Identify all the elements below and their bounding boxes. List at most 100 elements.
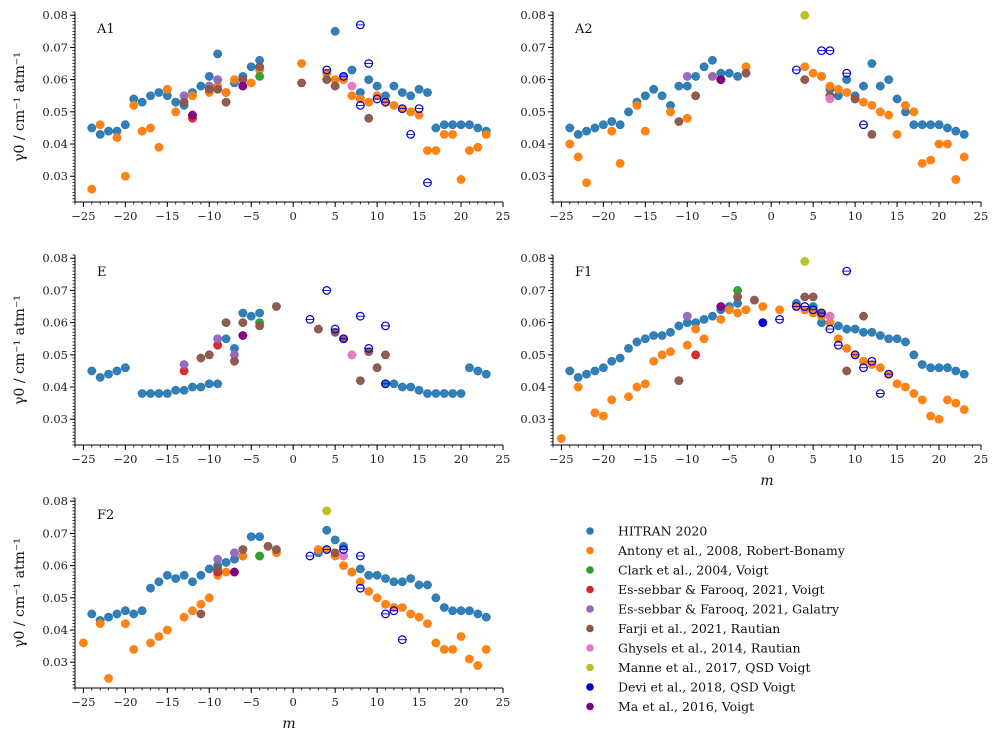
series-manne-et-al-2017-qsd-voigt [322,506,332,516]
x-tick-label: −25 [549,452,573,466]
x-tick-label: 5 [809,452,816,466]
y-tick-label: 0.05 [42,105,68,119]
series-devi-et-al-2018-qsd-voigt [305,286,391,389]
series-hitran-2020 [565,298,969,382]
series-manne-et-al-2017-qsd-voigt [800,10,810,20]
series-farji-et-al-2021-rautian [196,302,391,385]
y-axis-label: γ0 / cm⁻¹ atm⁻¹ [12,538,28,648]
x-tick-label: −10 [197,452,221,466]
x-tick-label: 5 [331,452,338,466]
y-tick-label: 0.04 [520,380,546,394]
panel-e: −25 −20 −15 −10 −5 0 5 10 15 20 25 0.03 0.04 0.05 0.06… [12,251,510,466]
series-ghysels-et-al-2014-rautian [825,311,835,321]
y-tick-label: 0.05 [42,348,68,362]
x-tick-label: 0 [768,452,775,466]
y-tick-label: 0.06 [520,73,546,87]
panel-a1: −25 −20 −15 −10 −5 0 5 10 15 20 25 0.03 0.04 0.05 0.06… [12,8,510,223]
series-ma-et-al-2016-voigt [229,567,239,577]
y-tick-label: 0.04 [42,137,68,151]
x-tick-label: 5 [331,695,338,709]
y-tick-label: 0.07 [42,40,68,54]
x-tick-label: 20 [454,209,469,223]
y-tick-label: 0.06 [42,559,68,573]
series-ma-et-al-2016-voigt [716,302,726,311]
series-hitran-2020 [87,308,491,398]
y-tick-label: 0.08 [42,8,68,22]
x-tick-label: −20 [591,452,615,466]
x-tick-label: 0 [768,209,775,223]
x-tick-label: −15 [633,452,657,466]
y-tick-label: 0.08 [520,251,546,265]
y-tick-label: 0.04 [42,623,68,637]
panel-f1: −25 −20 −15 −10 −5 0 5 10 15 20 25 0.03 0.04 0.05 0.06… [520,251,988,489]
legend-entry-hitran-2020: HITRAN 2020 [618,524,707,539]
y-tick-label: 0.07 [520,283,546,297]
legend-entry-ghysels-et-al-2014-rautian: Ghysels et al., 2014, Rautian [618,641,801,656]
legend-marker [586,644,594,652]
x-tick-label: 15 [412,452,427,466]
panel-label: F2 [97,508,114,523]
x-tick-label: −15 [633,209,657,223]
series-manne-et-al-2017-qsd-voigt [800,257,810,266]
panel-label: E [97,265,107,280]
series-es-sebbar-farooq-2021-galatry [682,311,692,321]
x-tick-label: −5 [721,452,738,466]
legend-entry-antony-et-al-2008-robert-bonamy: Antony et al., 2008, Robert-Bonamy [617,543,846,558]
x-tick-label: 25 [974,452,989,466]
y-tick-label: 0.07 [42,526,68,540]
y-tick-label: 0.08 [520,8,546,22]
series-es-sebbar-farooq-2021-galatry [213,548,239,564]
series-antony-et-al-2008-robert-bonamy [565,62,969,188]
x-tick-label: −10 [675,209,699,223]
series-ma-et-al-2016-voigt [187,81,248,120]
legend-marker [586,702,594,711]
x-tick-label: 20 [932,209,947,223]
y-tick-label: 0.05 [42,591,68,605]
x-tick-label: 0 [290,695,297,709]
legend-marker [586,546,594,555]
x-tick-label: −25 [71,452,95,466]
x-tick-label: 10 [370,695,385,709]
series-farji-et-al-2021-rautian [196,541,340,619]
x-tick-label: −5 [243,452,260,466]
series-antony-et-al-2008-robert-bonamy [78,545,491,683]
series-ghysels-et-al-2014-rautian [347,81,357,91]
y-tick-label: 0.03 [42,169,68,183]
series-devi-et-al-2018-qsd-voigt [791,46,869,130]
y-tick-label: 0.05 [520,105,546,119]
series-hitran-2020 [87,525,491,625]
x-tick-label: −5 [243,695,260,709]
series-devi-et-al-2018-qsd-voigt [322,20,432,188]
y-tick-label: 0.07 [42,283,68,297]
x-tick-label: −5 [243,209,260,223]
legend: HITRAN 2020 Antony et al., 2008, Robert-B… [586,524,846,714]
x-tick-label: −25 [549,209,573,223]
x-tick-label: 15 [412,209,427,223]
x-tick-label: 15 [890,209,905,223]
y-tick-label: 0.03 [520,169,546,183]
series-ma-et-al-2016-voigt [716,75,726,85]
legend-entry-ma-et-al-2016-voigt: Ma et al., 2016, Voigt [618,699,754,714]
x-tick-label: −5 [721,209,738,223]
x-tick-label: −20 [113,695,137,709]
x-tick-label: 5 [809,209,816,223]
series-farji-et-al-2021-rautian [674,292,869,385]
series-ghysels-et-al-2014-rautian [825,94,835,104]
legend-entry-es-sebbar-farooq-2021-voigt: Es-sebbar & Farooq, 2021, Voigt [618,582,825,597]
panel-a2: −25 −20 −15 −10 −5 0 5 10 15 20 25 0.03 0.04 0.05 0.06… [520,8,988,223]
x-tick-label: 20 [454,452,469,466]
x-tick-label: 0 [290,452,297,466]
y-tick-label: 0.05 [520,348,546,362]
x-tick-label: 10 [848,209,863,223]
panel-label: F1 [575,265,592,280]
x-tick-label: 5 [331,209,338,223]
x-tick-label: 20 [932,452,947,466]
x-tick-label: 15 [890,452,905,466]
legend-entry-devi-et-al-2018-qsd-voigt: Devi et al., 2018, QSD Voigt [618,680,795,695]
legend-marker [586,566,594,574]
legend-marker [586,527,594,535]
series-clark-et-al-2004-voigt [255,551,265,561]
y-tick-label: 0.03 [42,655,68,669]
x-tick-label: −25 [71,695,95,709]
y-tick-label: 0.03 [42,412,68,426]
